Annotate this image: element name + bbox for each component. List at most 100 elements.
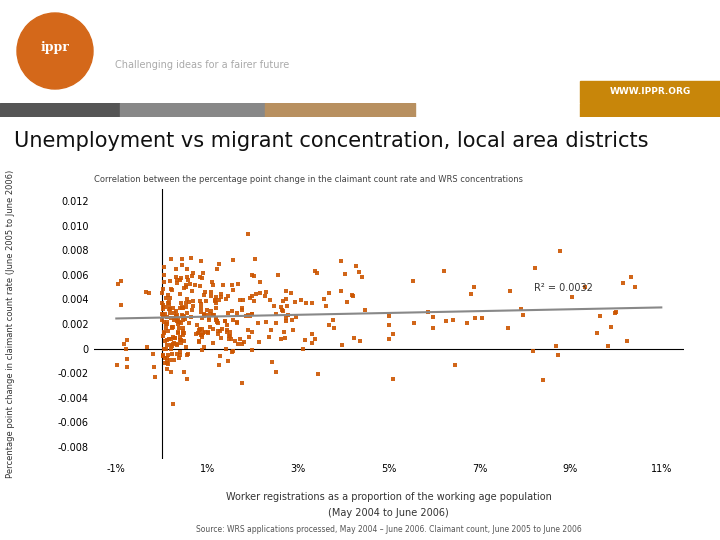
Text: Institute for Public Policy Research: Institute for Public Policy Research	[115, 32, 444, 50]
Point	[197, 346, 208, 355]
Point	[165, 367, 176, 376]
Point	[176, 319, 187, 328]
Point	[182, 350, 194, 359]
Point	[161, 323, 172, 332]
Point	[170, 334, 181, 343]
Point	[171, 340, 183, 348]
Point	[115, 301, 127, 310]
Point	[207, 339, 218, 348]
Text: ippr: ippr	[40, 40, 69, 53]
Point	[215, 327, 226, 335]
Point	[629, 283, 641, 292]
Point	[180, 281, 192, 289]
Point	[174, 348, 186, 356]
Point	[181, 351, 192, 360]
Point	[227, 348, 238, 356]
Point	[215, 334, 227, 342]
Point	[143, 289, 155, 298]
Point	[277, 297, 289, 306]
Point	[335, 287, 346, 295]
Point	[193, 328, 204, 337]
Point	[164, 309, 176, 318]
Point	[165, 345, 176, 353]
Point	[158, 352, 169, 360]
Point	[175, 351, 186, 360]
Point	[171, 307, 182, 315]
Bar	[120, 103, 265, 117]
Point	[621, 337, 633, 346]
Point	[264, 333, 275, 342]
Point	[176, 304, 188, 313]
Point	[156, 315, 168, 324]
Point	[211, 318, 222, 327]
Point	[196, 333, 207, 341]
Point	[174, 335, 186, 344]
Point	[161, 354, 173, 362]
Point	[307, 298, 318, 307]
Point	[179, 337, 190, 346]
Point	[163, 305, 174, 313]
Point	[183, 275, 194, 284]
Point	[167, 400, 179, 408]
Point	[449, 361, 460, 369]
Point	[156, 299, 168, 307]
Point	[340, 269, 351, 278]
Point	[161, 357, 173, 366]
Point	[200, 310, 212, 319]
Text: Source: WRS applications processed, May 2004 – June 2006. Claimant count, June 2: Source: WRS applications processed, May …	[196, 525, 582, 534]
Point	[179, 368, 190, 377]
Point	[112, 279, 123, 288]
Point	[236, 306, 248, 314]
Point	[312, 370, 323, 379]
Point	[195, 256, 207, 265]
Point	[249, 254, 261, 263]
Point	[237, 303, 248, 312]
Point	[626, 272, 637, 281]
Point	[211, 293, 222, 302]
Point	[204, 323, 216, 332]
Point	[234, 295, 246, 304]
Point	[462, 319, 473, 328]
Point	[610, 307, 621, 316]
Point	[383, 321, 395, 329]
Point	[166, 340, 177, 349]
Point	[281, 287, 292, 295]
Point	[175, 336, 186, 345]
Point	[163, 360, 174, 368]
Point	[168, 339, 179, 347]
Point	[221, 321, 233, 330]
Point	[553, 350, 564, 359]
Point	[286, 315, 297, 324]
Point	[234, 334, 246, 343]
Point	[188, 296, 199, 305]
Point	[186, 286, 198, 295]
Point	[270, 367, 282, 376]
Point	[178, 313, 189, 321]
Point	[122, 363, 133, 372]
Point	[167, 304, 179, 313]
Point	[197, 329, 209, 338]
Point	[348, 334, 359, 343]
Point	[409, 318, 420, 327]
Point	[226, 307, 238, 315]
Text: WWW.IPPR.ORG: WWW.IPPR.ORG	[609, 87, 690, 97]
Point	[606, 322, 617, 331]
Point	[198, 310, 210, 319]
Text: Worker registrations as a proportion of the working age population: Worker registrations as a proportion of …	[226, 492, 552, 502]
Point	[228, 286, 239, 295]
Point	[141, 343, 153, 352]
Point	[173, 316, 184, 325]
Point	[217, 325, 228, 333]
Point	[175, 273, 186, 282]
Point	[215, 293, 226, 301]
Point	[162, 350, 174, 359]
Point	[603, 341, 614, 350]
Point	[246, 292, 258, 301]
Point	[211, 316, 222, 325]
Point	[279, 327, 290, 336]
Point	[156, 310, 168, 319]
Point	[227, 316, 238, 325]
Point	[180, 343, 192, 352]
Point	[312, 269, 323, 278]
Point	[202, 328, 213, 336]
